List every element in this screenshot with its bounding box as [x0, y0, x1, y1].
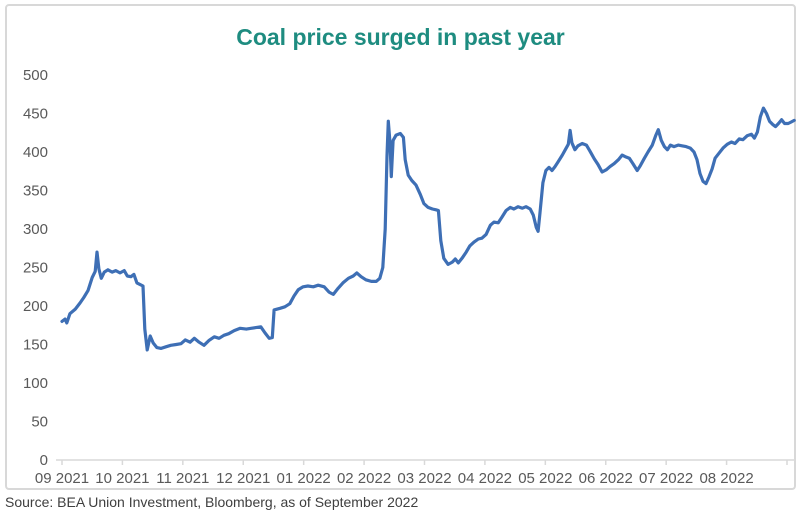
x-axis-label: 07 2022	[639, 470, 693, 487]
y-axis-label: 150	[23, 337, 48, 354]
x-axis-label: 02 2022	[337, 470, 391, 487]
x-axis-label: 03 2022	[397, 470, 451, 487]
y-axis-label: 400	[23, 144, 48, 161]
y-axis-label: 450	[23, 106, 48, 123]
y-axis-label: 50	[31, 414, 48, 431]
y-axis-label: 500	[23, 67, 48, 84]
chart-card: Coal price surged in past year	[5, 4, 796, 490]
x-axis-label: 08 2022	[699, 470, 753, 487]
y-axis-label: 300	[23, 221, 48, 238]
x-axis-label: 09 2021	[35, 470, 89, 487]
price-line	[60, 106, 796, 352]
x-axis-label: 12 2021	[216, 470, 270, 487]
x-axis-label: 05 2022	[518, 470, 572, 487]
x-axis-label: 10 2021	[95, 470, 149, 487]
x-axis-label: 06 2022	[579, 470, 633, 487]
y-axis-label: 100	[23, 375, 48, 392]
x-axis-label: 04 2022	[458, 470, 512, 487]
x-axis-label: 11 2021	[156, 470, 209, 487]
x-axis-label: 01 2022	[277, 470, 331, 487]
chart-title: Coal price surged in past year	[236, 24, 565, 50]
y-axis-label: 200	[23, 298, 48, 315]
y-axis-label: 250	[23, 260, 48, 277]
y-axis-label: 350	[23, 183, 48, 200]
source-note: Source: BEA Union Investment, Bloomberg,…	[5, 494, 419, 510]
y-axis-label: 0	[40, 452, 48, 469]
